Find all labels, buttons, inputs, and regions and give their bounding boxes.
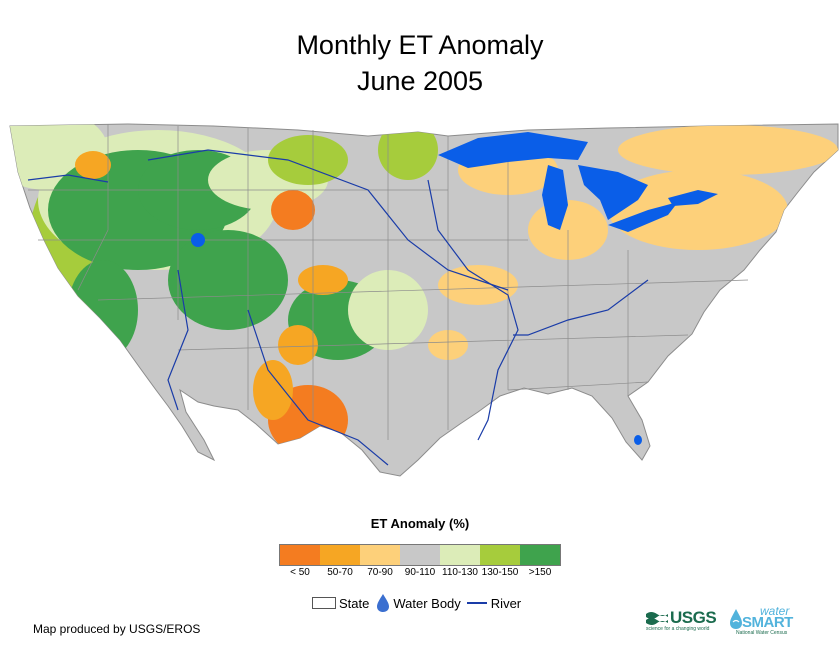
watersmart-logo: water SMART National Water Census	[728, 604, 818, 638]
lake-ontario	[668, 190, 718, 206]
ohio-river	[513, 279, 649, 336]
map-credit: Map produced by USGS/EROS	[33, 622, 201, 636]
legend-swatch	[360, 545, 400, 565]
watersmart-subtitle: National Water Census	[736, 630, 788, 636]
watersmart-main-text: SMART	[742, 614, 793, 631]
legend-title: ET Anomaly (%)	[370, 516, 470, 531]
state-line	[507, 381, 649, 391]
legend-swatch	[480, 545, 520, 565]
water-drop-logo-icon	[730, 609, 742, 629]
legend-tick-label: >150	[528, 567, 552, 578]
legend-tick-label: 70-90	[367, 567, 393, 578]
usgs-wave-icon	[646, 612, 668, 625]
color-legend-bar	[279, 544, 561, 566]
legend-tick-label: < 50	[290, 567, 310, 578]
state-line	[177, 334, 689, 351]
missouri-river	[147, 149, 509, 291]
columbia-river	[27, 174, 109, 183]
key-water-label: Water Body	[393, 595, 461, 611]
lake-huron	[578, 165, 648, 220]
legend-swatch	[280, 545, 320, 565]
river-symbol	[466, 602, 487, 604]
lake-michigan	[542, 165, 568, 230]
key-water-body: Water Body	[375, 593, 461, 613]
rivers	[27, 149, 649, 466]
legend-swatch	[320, 545, 360, 565]
colorado-river	[167, 269, 189, 411]
key-river: River	[466, 595, 522, 611]
key-river-label: River	[490, 595, 522, 611]
state-boundaries	[28, 124, 749, 440]
state-line	[77, 124, 109, 291]
et-anomaly-map	[9, 123, 839, 477]
legend-tick-label: 130-150	[481, 567, 519, 578]
rio-grande	[247, 309, 389, 466]
usgs-logo-text: USGS	[670, 608, 717, 627]
state-line	[97, 279, 749, 301]
water-bodies	[191, 132, 718, 445]
map-title: Monthly ET Anomaly	[296, 30, 544, 60]
legend-swatch	[400, 545, 440, 565]
lake-erie	[608, 202, 678, 232]
mississippi-river	[427, 179, 519, 441]
key-state-label: State	[339, 595, 370, 611]
legend-tick-label: 110-130	[442, 567, 478, 578]
map-key: State Water Body River	[312, 593, 527, 613]
lake-okeechobee	[634, 435, 642, 445]
legend-tick-label: 50-70	[327, 567, 353, 578]
legend-swatch	[440, 545, 480, 565]
watersmart-top-text: water	[760, 604, 790, 618]
usgs-tagline: science for a changing world	[646, 626, 710, 632]
lake-superior	[438, 132, 588, 168]
usgs-logo: USGS science for a changing world	[646, 608, 717, 632]
map-subtitle: June 2005	[356, 66, 484, 96]
legend-tick-label: 90-110	[404, 567, 436, 578]
legend-swatch	[520, 545, 560, 565]
water-drop-icon	[377, 594, 390, 612]
key-state: State	[312, 596, 369, 611]
state-symbol	[312, 597, 336, 609]
great-salt-lake	[191, 233, 205, 247]
